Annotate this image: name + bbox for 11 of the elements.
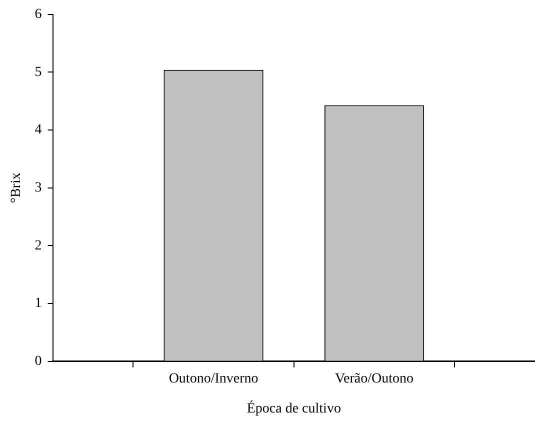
y-tick-label: 1 <box>34 296 42 312</box>
y-tick-label: 6 <box>34 7 42 22</box>
x-axis-title: Época de cultivo <box>246 399 341 416</box>
y-tick-label: 3 <box>34 180 42 196</box>
y-tick-label: 2 <box>34 238 42 254</box>
y-tick-label: 0 <box>34 354 42 370</box>
y-tick-label: 4 <box>34 122 42 138</box>
x-tick-label: Verão/Outono <box>334 371 414 386</box>
y-axis-title: °Brix <box>9 172 24 204</box>
y-tick-label: 5 <box>34 64 42 80</box>
x-tick-label: Outono/Inverno <box>168 371 258 386</box>
